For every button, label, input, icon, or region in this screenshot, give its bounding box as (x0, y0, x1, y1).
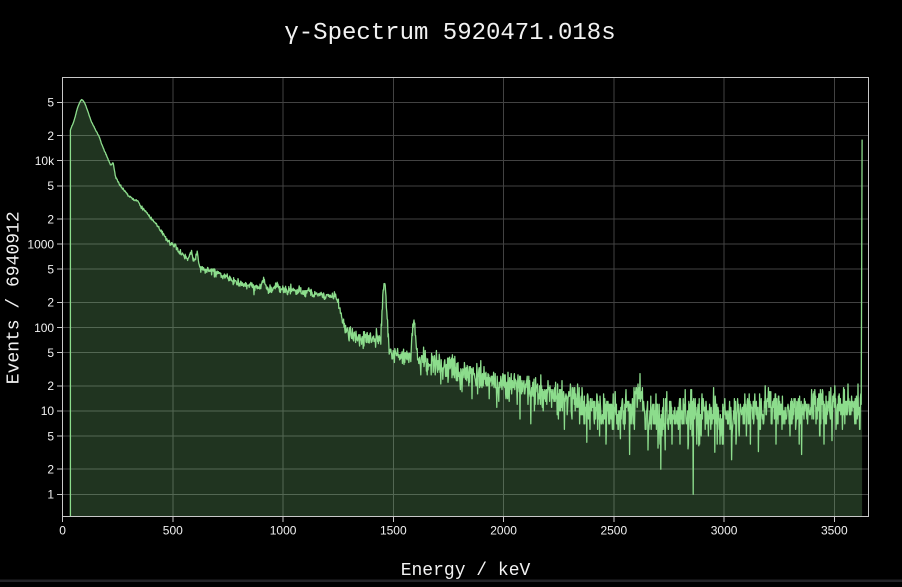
svg-text:Events / 6940912: Events / 6940912 (4, 211, 24, 384)
svg-text:2: 2 (47, 296, 54, 310)
svg-text:1000: 1000 (27, 237, 54, 251)
svg-text:2000: 2000 (490, 524, 517, 538)
svg-text:5: 5 (47, 429, 54, 443)
svg-text:2: 2 (47, 379, 54, 393)
svg-text:0: 0 (59, 524, 66, 538)
svg-text:1000: 1000 (270, 524, 297, 538)
svg-text:5: 5 (47, 179, 54, 193)
svg-text:5: 5 (47, 346, 54, 360)
svg-text:10: 10 (41, 404, 55, 418)
svg-text:Energy / keV: Energy / keV (401, 561, 531, 581)
svg-text:1500: 1500 (380, 524, 407, 538)
svg-text:γ-Spectrum 5920471.018s: γ-Spectrum 5920471.018s (284, 20, 615, 47)
svg-text:3000: 3000 (711, 524, 738, 538)
svg-text:100: 100 (34, 321, 54, 335)
svg-text:2: 2 (47, 129, 54, 143)
svg-text:5: 5 (47, 96, 54, 110)
svg-text:500: 500 (163, 524, 183, 538)
svg-text:5: 5 (47, 263, 54, 277)
svg-text:2: 2 (47, 463, 54, 477)
svg-text:2: 2 (47, 212, 54, 226)
svg-text:10k: 10k (35, 154, 55, 168)
svg-text:3500: 3500 (821, 524, 848, 538)
svg-text:2500: 2500 (600, 524, 627, 538)
svg-text:1: 1 (47, 488, 54, 502)
